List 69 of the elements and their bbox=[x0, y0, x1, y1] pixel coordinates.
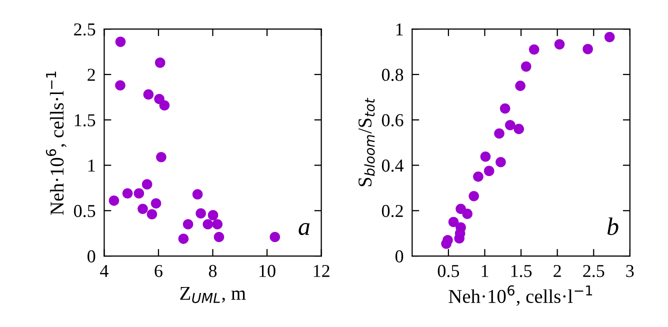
point bbox=[115, 36, 126, 47]
x-tick-label: 0.5 bbox=[438, 264, 460, 278]
y-tick-label: 0 bbox=[395, 250, 404, 262]
y-tick-label: 0.4 bbox=[382, 160, 404, 172]
x-axis-title: Z$_{UML}$, m bbox=[180, 286, 246, 304]
point bbox=[462, 208, 472, 219]
point bbox=[448, 216, 459, 228]
point bbox=[192, 189, 203, 200]
point bbox=[520, 61, 532, 72]
y-tick-label: 0.2 bbox=[382, 204, 403, 218]
x-tick-label: 1.5 bbox=[511, 264, 532, 278]
x-tick-label: 8 bbox=[208, 264, 217, 278]
y-tick-label: 0.8 bbox=[382, 68, 404, 82]
point bbox=[496, 156, 506, 168]
point bbox=[500, 103, 510, 114]
y-tick-label: 0 bbox=[88, 250, 96, 262]
point bbox=[480, 151, 491, 162]
point bbox=[196, 208, 206, 219]
annotation: b bbox=[607, 217, 618, 236]
point bbox=[582, 44, 593, 54]
point bbox=[115, 80, 126, 91]
point bbox=[122, 188, 133, 199]
point bbox=[214, 232, 224, 242]
point bbox=[159, 100, 170, 111]
point bbox=[138, 204, 148, 214]
point bbox=[484, 166, 494, 176]
x-tick-label: 2.5 bbox=[583, 264, 604, 278]
point bbox=[143, 89, 154, 100]
point bbox=[270, 232, 280, 242]
point bbox=[468, 190, 480, 202]
y-tick-label: 2 bbox=[88, 68, 95, 81]
y-tick-label: 1 bbox=[88, 160, 95, 172]
point bbox=[142, 179, 152, 190]
point bbox=[494, 128, 504, 139]
y-tick-label: 0.5 bbox=[74, 204, 96, 218]
point bbox=[150, 198, 162, 209]
point bbox=[182, 219, 194, 230]
point bbox=[442, 235, 453, 246]
y-tick-label: 1 bbox=[396, 23, 403, 36]
point bbox=[156, 152, 166, 162]
y-tick-label: 1.5 bbox=[74, 114, 96, 126]
x-tick-label: 3 bbox=[626, 264, 634, 278]
point bbox=[134, 188, 144, 199]
point bbox=[178, 234, 189, 244]
y-tick-label: 2.5 bbox=[74, 23, 96, 36]
x-tick-label: 4 bbox=[100, 265, 108, 277]
point bbox=[604, 32, 615, 42]
point bbox=[554, 39, 565, 50]
y-axis-title: S$_{bloom}$/S$_{tot}$ bbox=[358, 98, 375, 186]
y-tick-label: 0.6 bbox=[382, 114, 404, 126]
point bbox=[505, 120, 516, 130]
point bbox=[202, 219, 214, 230]
point bbox=[212, 219, 223, 230]
point bbox=[528, 44, 540, 55]
x-axis-title: Neh·10$^{6}$, cells·l$^{−1}$ bbox=[448, 285, 592, 306]
point bbox=[154, 58, 166, 68]
point bbox=[108, 196, 120, 206]
x-tick-label: 2 bbox=[554, 264, 561, 277]
point bbox=[514, 124, 524, 134]
point bbox=[208, 210, 218, 220]
annotation: a bbox=[298, 223, 310, 236]
point bbox=[473, 171, 484, 182]
y-axis-title: Neh·10$^{6}$, cells·l$^{−1}$ bbox=[46, 72, 66, 215]
x-tick-label: 10 bbox=[260, 264, 276, 278]
x-tick-label: 6 bbox=[154, 264, 162, 278]
x-tick-label: 12 bbox=[314, 264, 330, 277]
x-tick-label: 1 bbox=[482, 264, 488, 277]
point bbox=[146, 209, 158, 220]
point bbox=[515, 80, 526, 91]
